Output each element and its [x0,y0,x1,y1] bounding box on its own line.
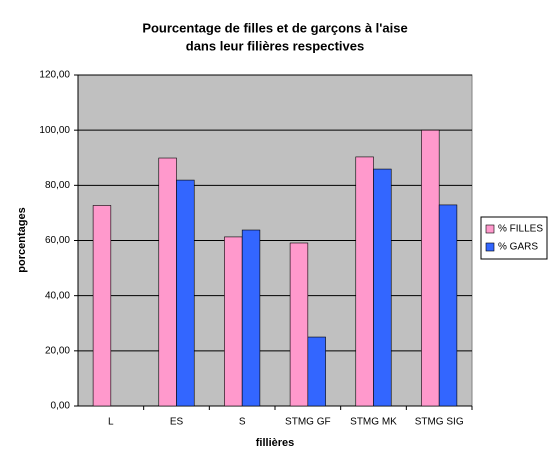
bar [355,156,374,407]
y-tick-label: 120,00 [39,70,70,81]
chart-title: dans leur filières respectives [186,38,364,53]
y-tick-label: 0,00 [51,401,71,412]
bar [158,157,177,407]
legend-swatch [485,224,495,234]
x-tick-label: STMG MK [350,417,397,428]
bar [307,336,326,407]
bar [241,229,261,407]
y-tick-label: 80,00 [45,180,70,191]
x-tick-label: L [108,417,114,428]
x-tick-label: STMG GF [285,417,331,428]
bar [92,205,112,407]
legend-box [480,216,548,260]
bar [224,236,243,407]
y-tick-label: 40,00 [45,290,70,301]
bar [421,129,440,407]
legend-label: % FILLES [498,224,543,235]
x-axis-label: fillières [256,437,295,449]
bar [438,204,458,407]
y-tick-label: 20,00 [45,345,70,356]
x-tick-label: ES [170,417,184,428]
bar [289,242,309,407]
legend-label: % GARS [498,242,538,253]
bar [373,168,392,407]
y-axis-label: porcentages [16,207,28,272]
x-tick-label: STMG SIG [415,417,464,428]
x-tick-label: S [239,417,246,428]
bar [176,179,195,407]
y-tick-label: 100,00 [39,125,70,136]
legend-swatch [485,242,495,252]
y-tick-label: 60,00 [45,235,70,246]
chart-title: Pourcentage de filles et de garçons à l'… [142,20,407,35]
